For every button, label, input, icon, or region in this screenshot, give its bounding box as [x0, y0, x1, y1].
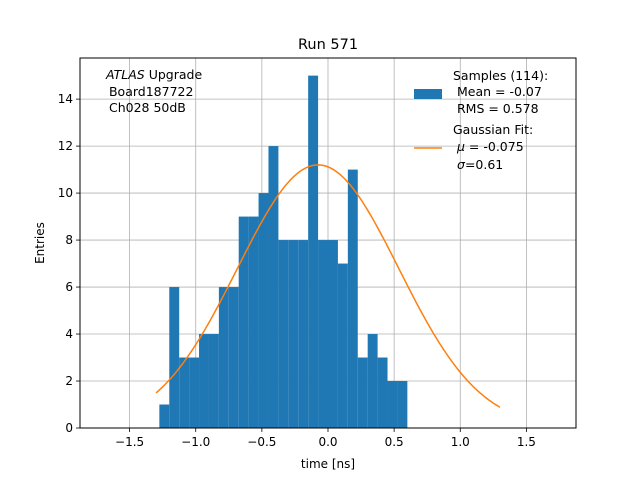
- legend-samples-swatch: [414, 89, 442, 99]
- legend-fit-mu: μ = -0.075: [456, 139, 524, 154]
- histogram-bar: [357, 357, 368, 428]
- histogram-bar: [218, 287, 229, 428]
- y-tick-label: 12: [58, 139, 73, 153]
- x-tick-label: 0.0: [318, 435, 337, 449]
- histogram-bar: [298, 240, 309, 428]
- histogram-bar: [258, 193, 269, 428]
- legend-samples-mean: Mean = -0.07: [453, 84, 542, 99]
- legend-sigma-value: =0.61: [465, 157, 503, 172]
- x-tick-label: −1.0: [181, 435, 210, 449]
- y-tick-label: 4: [65, 327, 73, 341]
- legend-fit-title: Gaussian Fit:: [453, 122, 533, 137]
- y-tick-label: 2: [65, 374, 73, 388]
- x-tick-label: 0.5: [385, 435, 404, 449]
- legend-samples-rms: RMS = 0.578: [453, 101, 539, 116]
- atlas-annotation: ATLAS Upgrade Board187722 Ch028 50dB: [105, 67, 202, 115]
- histogram-bar: [159, 404, 170, 428]
- legend-mu-symbol: μ: [456, 139, 465, 154]
- histogram-bar: [367, 334, 378, 428]
- histogram-bar: [208, 334, 219, 428]
- annotation-line-2: Board187722: [105, 84, 193, 99]
- annotation-line-1: ATLAS Upgrade: [105, 67, 202, 82]
- histogram-bar: [288, 240, 299, 428]
- chart-title: Run 571: [298, 37, 358, 53]
- histogram-bar: [397, 381, 408, 428]
- histogram-bar: [199, 334, 209, 428]
- histogram-bar: [268, 146, 279, 428]
- histogram-bar: [238, 216, 249, 428]
- histogram-bar: [169, 287, 180, 428]
- annotation-line-3: Ch028 50dB: [105, 100, 186, 115]
- histogram-bar: [328, 240, 338, 428]
- histogram-bars: [159, 75, 408, 429]
- histogram-bar: [308, 75, 319, 428]
- annotation-upgrade-label: Upgrade: [145, 67, 203, 82]
- x-tick-label: −1.5: [115, 435, 144, 449]
- plot-area: −1.5 −1.0 −0.5 0.0 0.5 1.0 1.5 0 2 4 6 8 10 12 14: [58, 57, 577, 449]
- y-axis-label: Entries: [33, 222, 47, 264]
- histogram-bar: [377, 357, 388, 428]
- y-tick-label: 0: [65, 421, 73, 435]
- histogram-bar: [387, 381, 398, 428]
- y-tick-label: 6: [65, 280, 73, 294]
- y-tick-label: 10: [58, 186, 73, 200]
- histogram-bar: [248, 216, 259, 428]
- y-axis-ticks: 0 2 4 6 8 10 12 14: [58, 92, 80, 435]
- histogram-bar: [318, 240, 328, 428]
- legend-mu-value: = -0.075: [465, 139, 524, 154]
- histogram-bar: [278, 240, 289, 428]
- histogram-bar: [189, 357, 200, 428]
- x-tick-label: 1.0: [451, 435, 470, 449]
- legend: Samples (114): Mean = -0.07 RMS = 0.578 …: [414, 68, 548, 172]
- x-tick-label: 1.5: [517, 435, 536, 449]
- histogram-bar: [337, 263, 348, 428]
- annotation-atlas-label: ATLAS: [105, 67, 145, 82]
- legend-sigma-symbol: σ: [457, 157, 466, 172]
- y-tick-label: 14: [58, 92, 73, 106]
- legend-fit-sigma: σ=0.61: [457, 157, 503, 172]
- x-axis-ticks: −1.5 −1.0 −0.5 0.0 0.5 1.0 1.5: [115, 428, 536, 449]
- y-tick-label: 8: [65, 233, 73, 247]
- legend-samples-title: Samples (114):: [453, 68, 548, 83]
- x-tick-label: −0.5: [247, 435, 276, 449]
- histogram-bar: [179, 357, 190, 428]
- histogram-bar: [228, 287, 239, 428]
- histogram-bar: [347, 169, 358, 429]
- gaussian-fit-curve: [155, 164, 501, 408]
- x-axis-label: time [ns]: [301, 457, 355, 471]
